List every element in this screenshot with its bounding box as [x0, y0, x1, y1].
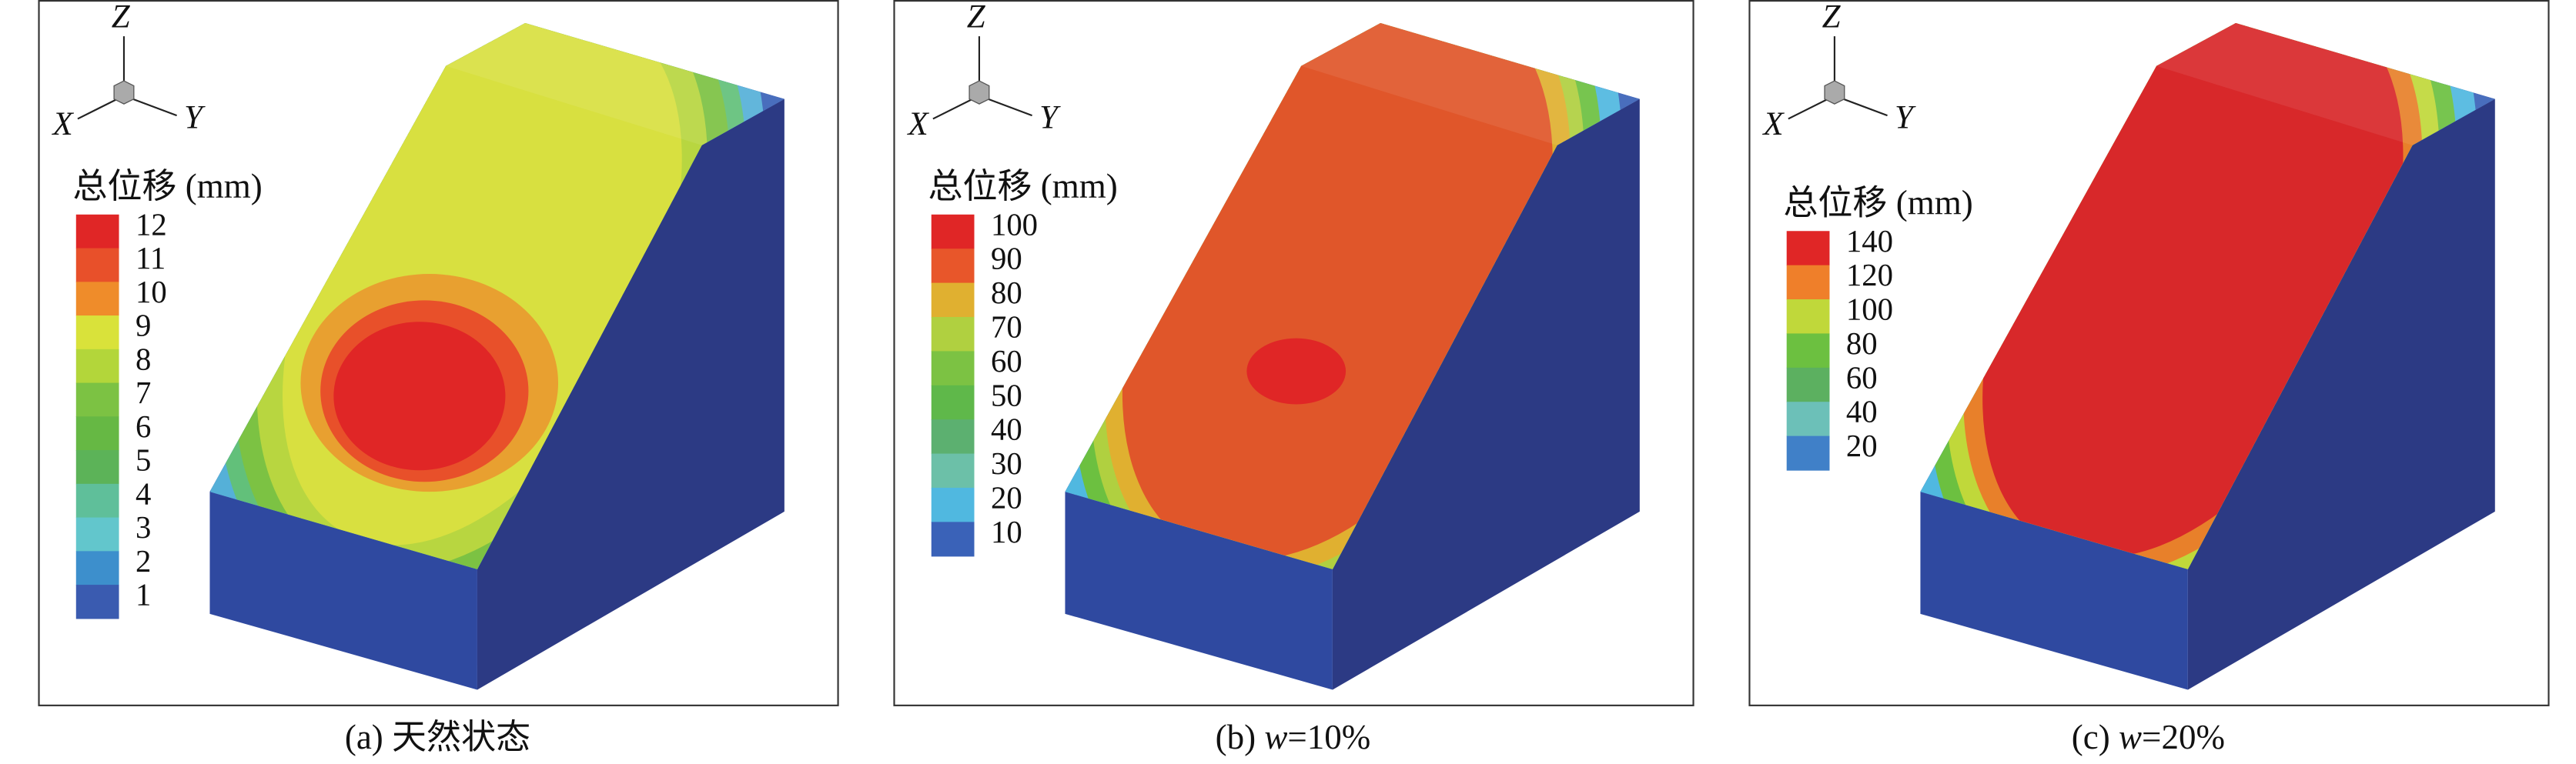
legend-swatch: [931, 522, 975, 557]
legend-label: 30: [991, 446, 1022, 481]
axis-label: Z: [967, 0, 986, 35]
right-face: [1332, 98, 1640, 690]
axis-label: X: [906, 106, 929, 142]
caption: (a) 天然状态: [345, 718, 530, 756]
legend-label: 60: [991, 344, 1022, 379]
legend-label: 10: [991, 515, 1022, 549]
legend-label: 140: [1846, 224, 1893, 259]
legend-swatch: [1786, 435, 1830, 471]
legend-label: 80: [991, 275, 1022, 310]
legend-label: 90: [991, 242, 1022, 276]
legend-swatch: [75, 585, 119, 619]
legend-swatch: [931, 385, 975, 420]
axis-label: Y: [1895, 99, 1916, 135]
legend-swatch: [931, 419, 975, 455]
top-face-shade: [2156, 23, 2495, 145]
legend-title: 总位移 (mm): [72, 167, 262, 205]
legend-label: 60: [1846, 360, 1878, 395]
front-face: [1920, 492, 2188, 690]
legend-swatch: [1786, 333, 1830, 369]
legend-label: 2: [135, 544, 151, 579]
legend-label: 20: [1846, 429, 1878, 463]
legend-swatch: [931, 487, 975, 523]
legend-swatch: [1786, 299, 1830, 335]
legend-swatch: [931, 249, 975, 284]
legend-label: 100: [1846, 292, 1893, 327]
legend-label: 7: [135, 375, 151, 410]
legend-swatch: [1786, 367, 1830, 402]
contour-band: [333, 322, 506, 471]
top-face-shade: [446, 23, 785, 145]
axis-cube: [969, 80, 990, 105]
legend-swatch: [75, 282, 119, 316]
caption: (b) w=10%: [1216, 718, 1371, 756]
legend-swatch: [75, 551, 119, 586]
front-face: [209, 492, 477, 690]
legend-swatch: [931, 351, 975, 386]
legend-swatch: [1786, 231, 1830, 266]
legend-label: 1: [135, 578, 151, 612]
legend-label: 50: [991, 378, 1022, 412]
legend-swatch: [75, 517, 119, 552]
legend-swatch: [75, 248, 119, 282]
caption: (c) w=20%: [2072, 718, 2225, 756]
caption-run: (a) 天然状态: [345, 718, 530, 756]
legend-swatch: [1786, 265, 1830, 300]
caption-run: =20%: [2142, 718, 2225, 756]
axis-cube: [1824, 80, 1845, 105]
axis-label: X: [52, 106, 75, 142]
legend-title: 总位移 (mm): [1783, 183, 1972, 222]
legend-label: 12: [135, 207, 167, 242]
legend-title: 总位移 (mm): [928, 167, 1117, 205]
axis-label: X: [1761, 106, 1785, 142]
legend-swatch: [75, 214, 119, 249]
top-face-shade: [1301, 23, 1640, 145]
caption-run: w: [2119, 718, 2142, 756]
legend-swatch: [931, 282, 975, 318]
legend-label: 6: [135, 409, 151, 444]
legend-label: 10: [135, 275, 167, 309]
legend-swatch: [75, 450, 119, 485]
axis-label: Y: [1039, 99, 1061, 135]
contour-band: [1246, 338, 1347, 405]
legend-swatch: [931, 453, 975, 489]
legend-label: 40: [1846, 395, 1878, 429]
axis-label: Z: [1822, 0, 1842, 35]
legend-label: 100: [991, 207, 1038, 242]
legend-label: 11: [135, 241, 166, 275]
caption-run: w: [1264, 718, 1287, 756]
caption-run: (b): [1216, 718, 1265, 756]
legend-swatch: [1786, 402, 1830, 437]
legend-swatch: [75, 483, 119, 519]
legend-label: 70: [991, 309, 1022, 344]
axis-label: Y: [184, 99, 206, 135]
legend-label: 4: [135, 476, 151, 511]
axis-label: Z: [112, 0, 131, 35]
legend-label: 8: [135, 342, 151, 376]
right-face: [477, 98, 785, 690]
legend-label: 40: [991, 412, 1022, 447]
legend-swatch: [75, 349, 119, 384]
legend-swatch: [75, 416, 119, 451]
legend-label: 3: [135, 510, 151, 545]
axis-cube: [113, 80, 135, 105]
legend-label: 120: [1846, 258, 1893, 292]
caption-run: (c): [2072, 718, 2119, 756]
legend-swatch: [931, 214, 975, 249]
right-face: [2187, 98, 2495, 690]
legend-label: 5: [135, 443, 151, 478]
legend-label: 80: [1846, 326, 1878, 361]
legend-swatch: [75, 382, 119, 417]
front-face: [1065, 492, 1333, 690]
legend-label: 20: [991, 480, 1022, 515]
legend-label: 9: [135, 309, 151, 343]
caption-run: =10%: [1287, 718, 1370, 756]
legend-swatch: [75, 315, 119, 350]
legend-swatch: [931, 316, 975, 352]
